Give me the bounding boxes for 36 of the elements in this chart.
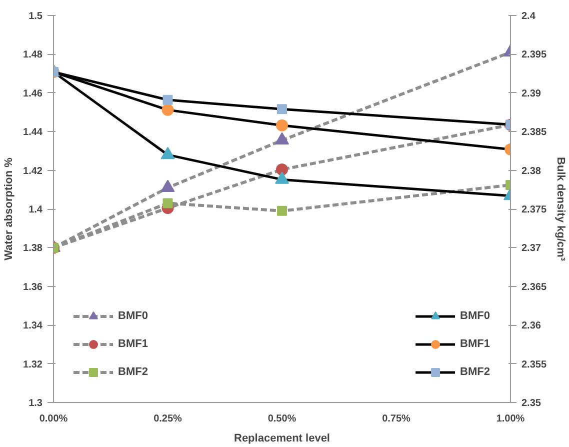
- x-tick-label: 0.00%: [39, 414, 68, 424]
- y2-tick-label: 2.38: [522, 166, 542, 177]
- legend-label: BMF1: [118, 338, 148, 350]
- y2-axis-title: Bulk density kg/cm³: [554, 157, 567, 262]
- y-tick-label: 1.38: [23, 243, 43, 254]
- y-tick-label: 1.46: [23, 88, 43, 100]
- y2-tick-label: 2.35: [522, 398, 542, 409]
- legend-label: BMF0: [118, 310, 148, 322]
- y-tick-label: 1.48: [23, 50, 43, 61]
- legend-label: BMF2: [118, 366, 148, 378]
- y2-tick-label: 2.355: [522, 359, 547, 370]
- x-tick-label: 0.75%: [382, 414, 411, 424]
- y-tick-label: 1.34: [23, 320, 43, 332]
- legend-label: BMF2: [460, 366, 490, 378]
- x-tick-label: 1.00%: [496, 414, 525, 424]
- y2-tick-label: 2.39: [522, 88, 542, 100]
- y-tick-label: 1.36: [23, 282, 43, 293]
- y2-tick-label: 2.37: [522, 243, 542, 254]
- y2-tick-label: 2.36: [522, 320, 542, 332]
- y-tick-label: 1.3: [28, 398, 43, 409]
- y-tick-label: 1.32: [23, 359, 43, 370]
- x-tick-label: 0.25%: [154, 414, 182, 424]
- y-axis-title: Water absorption %: [3, 157, 16, 260]
- y-tick-label: 1.42: [23, 166, 43, 177]
- y-tick-label: 1.44: [23, 127, 43, 138]
- y2-tick-label: 2.4: [522, 11, 536, 22]
- legend-label: BMF0: [460, 310, 490, 322]
- y-tick-label: 1.5: [28, 11, 43, 22]
- y2-tick-label: 2.385: [522, 127, 547, 138]
- x-axis-title: Replacement level: [234, 432, 330, 444]
- legend-label: BMF1: [460, 338, 490, 350]
- y2-tick-label: 2.395: [522, 50, 547, 61]
- y2-tick-label: 2.375: [522, 204, 547, 216]
- y-tick-label: 1.4: [28, 204, 43, 216]
- y2-tick-label: 2.365: [522, 282, 547, 293]
- x-tick-label: 0.50%: [268, 414, 296, 424]
